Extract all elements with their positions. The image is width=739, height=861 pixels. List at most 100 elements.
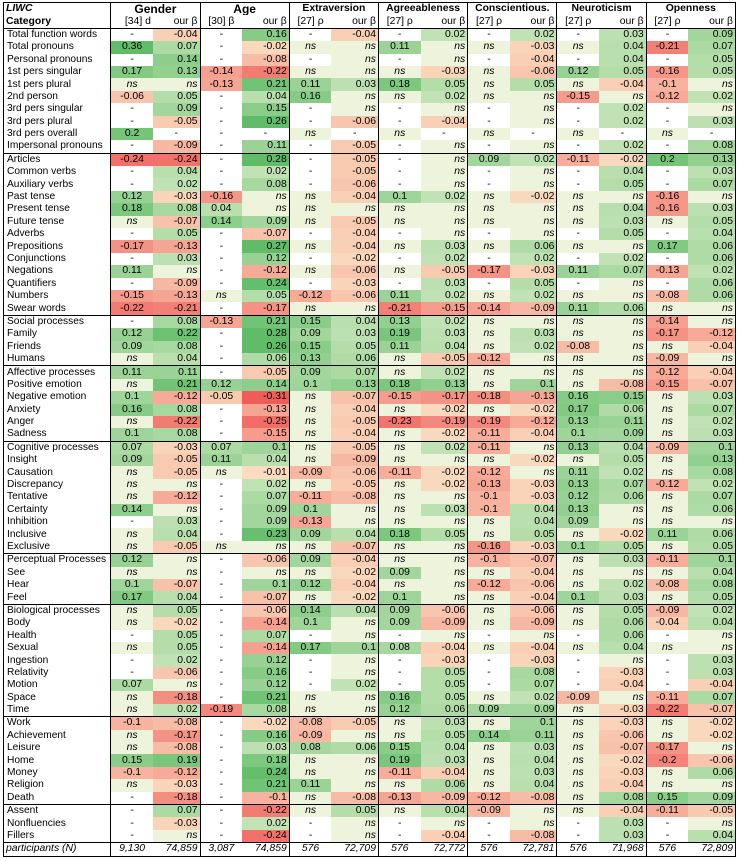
age-ours-cell: 0.02	[242, 166, 290, 179]
neuroticism-prior-cell: 0.12	[556, 491, 600, 504]
extraversion-prior-cell: -	[289, 166, 332, 179]
table-row: Certainty 0.14 ns -0.09 0.1 ns ns 0.03 -0.1 0.04 0…	[2, 503, 737, 517]
neuroticism-prior-cell: ns	[556, 766, 600, 780]
neuroticism-prior-cell: 0.13	[556, 440, 600, 455]
agreeableness-ours-cell: -0.19	[420, 415, 469, 429]
gender-prior-cell: -	[110, 115, 153, 128]
conscientiousness-prior-cell: -	[467, 817, 510, 830]
agreeableness-ours-cell: ns	[420, 491, 469, 504]
age-ours-cell: 0.1	[242, 578, 290, 592]
age-ours-cell: 0.23	[242, 528, 290, 541]
age-ours-cell: 0.08	[242, 703, 290, 717]
conscientiousness-prior-cell: 0.09	[467, 703, 510, 717]
openness-ours-cell: 0.1	[688, 440, 737, 455]
gender-prior-cell: -0.1	[110, 716, 153, 730]
participants-age-prior: 3,087	[200, 842, 243, 857]
agreeableness-prior-cell: 0.09	[378, 603, 421, 618]
table-row: 3rd pers singular -0.09-0.15- ns - ns - ns -0.0…	[2, 103, 737, 116]
gender-prior-cell: 0.12	[110, 553, 153, 567]
table-row: Work -0.1 -0.08- -0.02 -0.08 -0.05 ns 0.03 ns 0.1…	[2, 716, 737, 730]
neuroticism-ours-cell: 0.15	[599, 391, 647, 404]
neuroticism-prior-cell: 0.1	[556, 428, 600, 442]
conscientiousness-ours-cell: -0.12	[509, 415, 558, 429]
openness-prior-cell: -	[646, 166, 689, 179]
agreeableness-ours-cell: 0.03	[420, 277, 469, 290]
participants-openness-prior: 576	[646, 842, 689, 857]
gender-prior-cell: -	[110, 516, 153, 529]
neuroticism-ours-cell: ns	[599, 654, 647, 667]
agreeableness-ours-cell: ns	[420, 516, 469, 529]
table-row: Insight 0.09 -0.05 0.11 0.04 ns -0.09 ns ns ns -0.…	[2, 454, 737, 467]
gender-ours-cell: -0.07	[152, 578, 201, 592]
neuroticism-prior-cell: ns	[556, 352, 600, 366]
age-prior-cell: -	[200, 277, 243, 290]
gender-prior-cell: 0.07	[110, 679, 153, 692]
table-row: Auxiliary verbs -0.02-0.08- -0.06- ns - ns -0.…	[2, 178, 737, 191]
category-label: 3rd pers overall	[2, 127, 111, 141]
neuroticism-ours-cell: 0.02	[599, 103, 647, 116]
openness-prior-cell: 0.17	[646, 240, 689, 253]
neuroticism-ours-cell: -0.02	[599, 152, 647, 167]
extraversion-ours-cell: ns	[331, 203, 379, 216]
agreeableness-prior-cell: ns	[378, 478, 421, 492]
agreeableness-prior-cell: 0.11	[378, 41, 421, 54]
conscientiousness-ours-cell: 0.11	[509, 729, 558, 743]
age-ours-cell: -0.06	[242, 553, 290, 567]
table-row: Tentative ns -0.12-0.07 -0.11 -0.08 ns ns -0.1-…	[2, 491, 737, 504]
age-ours-cell: 0.14	[242, 378, 290, 392]
conscientiousness-ours-cell: -0.02	[509, 454, 558, 467]
gender-ours-cell: -0.12	[152, 766, 201, 780]
extraversion-ours-cell: -0.08	[331, 791, 379, 805]
gender-ours-cell: 0.02	[152, 178, 201, 191]
extraversion-ours-cell: ns	[331, 666, 379, 680]
table-row: See ns ns - ns ns -0.02 0.09 ns ns -0.04 ns ns ns 0.04	[2, 566, 737, 579]
extraversion-prior-cell: ns	[289, 691, 332, 704]
neuroticism-ours-cell: ns	[599, 90, 647, 104]
gender-prior-cell: 0.12	[110, 328, 153, 341]
gender-prior-cell: ns	[110, 540, 153, 554]
openness-prior-cell: 0.11	[646, 528, 689, 541]
neuroticism-prior-cell: ns	[556, 566, 600, 579]
table-row: Friends 0.09 0.08-0.26 0.15 0.05 0.11 0.04 ns 0.…	[2, 340, 737, 353]
extraversion-ours-cell: -0.05	[331, 215, 379, 229]
conscientiousness-ours-cell: ns	[509, 466, 558, 479]
agreeableness-prior-cell: ns	[378, 428, 421, 442]
gender-prior-cell: 0.14	[110, 503, 153, 517]
agreeableness-ours-cell: 0.04	[420, 340, 469, 353]
gender-ours-cell: 0.19	[152, 754, 201, 767]
participants-openness-ours: 72,809	[688, 842, 737, 857]
age-ours-cell: 0.24	[242, 277, 290, 290]
table-row: Space ns -0.18-0.21 ns ns 0.16 0.05 ns 0.02 -0.09…	[2, 691, 737, 704]
conscientiousness-ours-cell: -0.04	[509, 566, 558, 579]
agreeableness-ours-cell: -0.05	[420, 265, 469, 278]
gender-ours-cell: -0.03	[152, 779, 201, 792]
extraversion-prior-cell: 0.12	[289, 578, 332, 592]
agreeableness-ours-cell: 0.05	[420, 528, 469, 541]
neuroticism-prior-cell: ns	[556, 791, 600, 805]
neuroticism-prior-cell: ns	[556, 703, 600, 717]
age-ours-cell: 0.21	[242, 78, 290, 91]
agreeableness-ours-cell: 0.05	[420, 691, 469, 704]
openness-prior-cell: -	[646, 629, 689, 642]
age-ours-cell: -0.25	[242, 415, 290, 429]
conscientiousness-prior-cell: ns	[467, 240, 510, 253]
gender-prior-cell: -	[110, 228, 153, 241]
table-row: Total pronouns 0.36 0.07- -0.02 ns ns 0.11 ns ns…	[2, 41, 737, 54]
gender-ours-cell: 0.11	[152, 365, 201, 379]
openness-ours-cell: ns	[688, 742, 737, 755]
openness-prior-cell: -	[646, 829, 689, 843]
openness-prior-cell: -0.11	[646, 553, 689, 567]
table-row: Feel 0.17 0.04- -0.07 ns -0.02 0.1 ns ns -0.04 0.1…	[2, 591, 737, 605]
age-ours-cell: 0.08	[242, 178, 290, 191]
age-prior-cell: -	[200, 340, 243, 353]
extraversion-ours-cell: -	[331, 127, 379, 141]
age-ours-cell: 0.16	[242, 729, 290, 743]
agreeableness-prior-cell: 0.11	[378, 340, 421, 353]
agreeableness-prior-cell: ns	[378, 440, 421, 455]
age-prior-cell: -	[200, 428, 243, 442]
age-ours-cell: -0.14	[242, 617, 290, 630]
openness-prior-cell: -0.2	[646, 754, 689, 767]
extraversion-ours-cell: 0.04	[331, 603, 379, 618]
age-prior-cell: -	[200, 666, 243, 680]
conscientiousness-prior-cell: ns	[467, 454, 510, 467]
